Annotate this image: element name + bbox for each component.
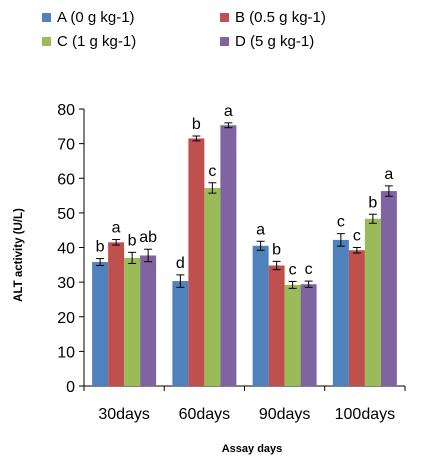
significance-label: c (305, 261, 313, 278)
bar (284, 284, 301, 386)
legend-item: C (1 g kg-1) (42, 33, 136, 50)
significance-label: b (96, 239, 105, 256)
bar (332, 239, 349, 386)
significance-label: b (128, 232, 137, 249)
significance-label: c (289, 261, 297, 278)
bar (380, 191, 397, 386)
legend-label: D (5 g kg-1) (235, 33, 315, 50)
legend-swatch (42, 13, 51, 22)
legend-item: A (0 g kg-1) (42, 9, 135, 26)
legend-item: D (5 g kg-1) (220, 33, 314, 50)
legend-swatch (220, 13, 229, 22)
bar (268, 265, 285, 386)
legend-label: B (0.5 g kg-1) (235, 9, 326, 26)
y-tick-label: 30 (57, 275, 75, 292)
y-axis-title: ALT activity (U/L) (13, 208, 25, 302)
significance-label: ab (139, 229, 157, 246)
significance-label: c (208, 163, 216, 180)
significance-label: a (112, 220, 121, 237)
significance-label: a (384, 166, 393, 183)
bar (364, 218, 381, 386)
y-axis: 0 10 20 30 40 50 60 70 80 (57, 102, 85, 396)
bar (348, 250, 365, 386)
bar (140, 255, 157, 386)
significance-label: a (256, 221, 265, 238)
legend-item: B (0.5 g kg-1) (220, 9, 326, 26)
legend-label: C (1 g kg-1) (57, 33, 137, 50)
bar (252, 245, 269, 386)
significance-label: c (353, 228, 361, 245)
legend-swatch (220, 37, 229, 46)
significance-label: b (368, 194, 377, 211)
x-axis-title: Assay days (222, 443, 283, 455)
y-tick-label: 40 (57, 241, 75, 258)
bar (92, 262, 109, 386)
y-tick-label: 50 (57, 206, 75, 223)
x-tick-label: 90days (259, 406, 311, 423)
bar (300, 284, 317, 386)
y-tick-label: 60 (57, 171, 75, 188)
x-tick-label: 60days (179, 406, 231, 423)
y-tick-label: 70 (57, 137, 75, 154)
significance-label: a (224, 103, 233, 120)
bar (108, 242, 125, 386)
legend-swatch (42, 37, 51, 46)
significance-label: d (176, 255, 185, 272)
significance-label: c (337, 214, 345, 231)
significance-label: b (192, 116, 201, 133)
legend-label: A (0 g kg-1) (57, 9, 135, 26)
y-tick-label: 0 (66, 379, 75, 396)
y-tick-label: 20 (57, 310, 75, 327)
bar (188, 138, 205, 386)
x-axis: 30days 60days 90days 100days (83, 385, 406, 423)
y-tick-label: 80 (57, 102, 75, 119)
significance-label: b (272, 241, 281, 258)
bar (172, 281, 189, 386)
bar (220, 125, 237, 387)
bar (124, 257, 141, 386)
y-tick-label: 10 (57, 344, 75, 361)
bar (204, 187, 221, 386)
x-tick-label: 100days (335, 406, 396, 423)
x-tick-label: 30days (98, 406, 150, 423)
